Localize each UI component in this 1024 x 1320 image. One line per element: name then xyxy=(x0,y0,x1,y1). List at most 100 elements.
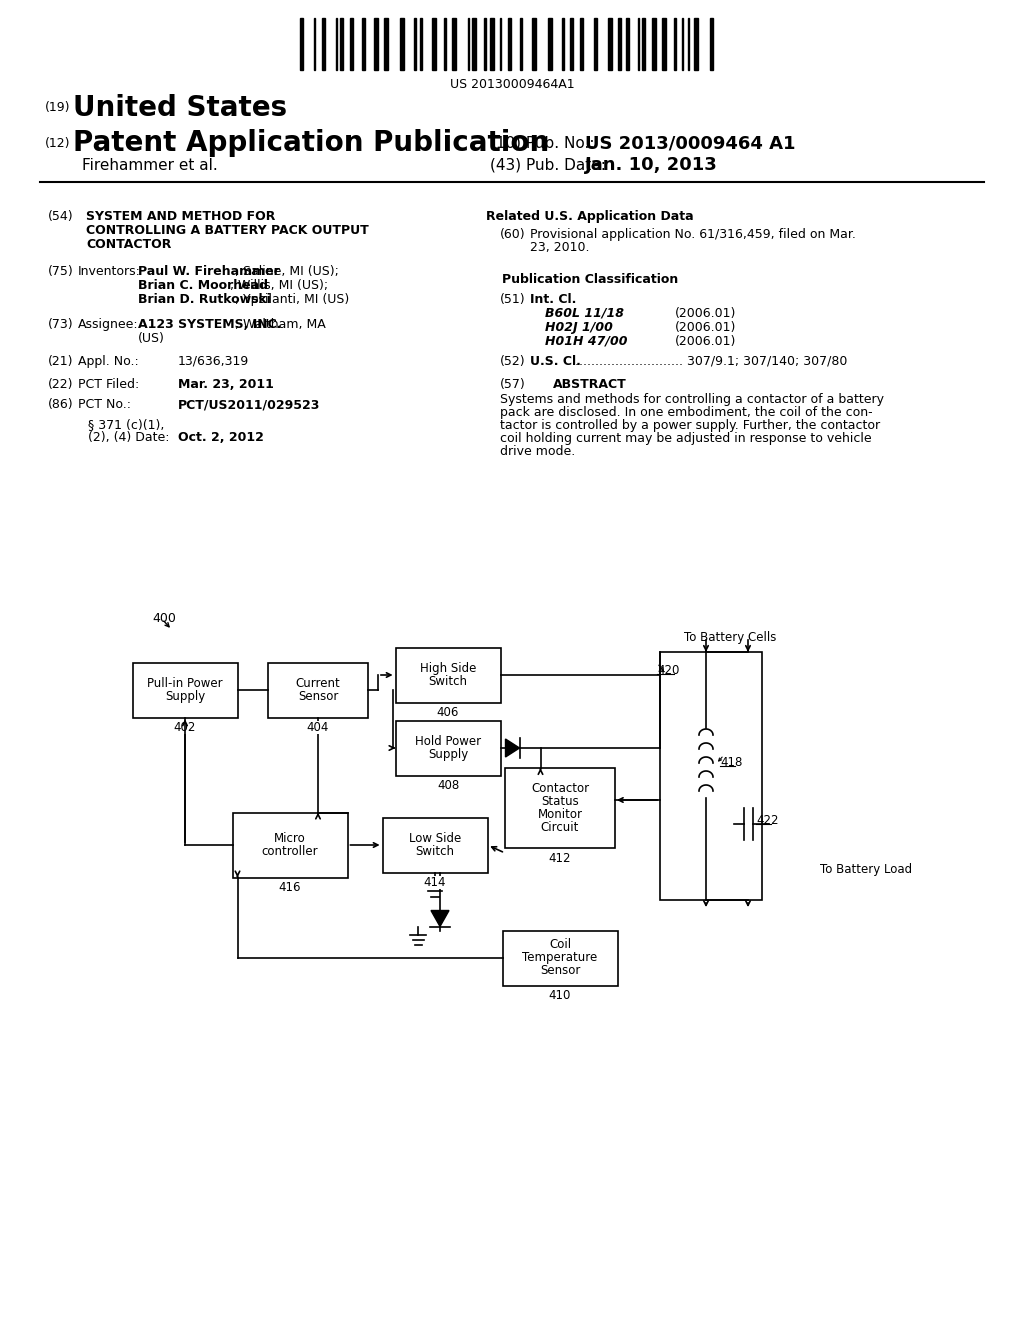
Text: (22): (22) xyxy=(48,378,74,391)
Text: Oct. 2, 2012: Oct. 2, 2012 xyxy=(178,432,264,444)
Text: (US): (US) xyxy=(138,333,165,345)
Bar xyxy=(340,18,343,70)
Text: 408: 408 xyxy=(437,779,459,792)
Text: U.S. Cl.: U.S. Cl. xyxy=(530,355,581,368)
Text: CONTACTOR: CONTACTOR xyxy=(86,238,171,251)
Text: , Waltham, MA: , Waltham, MA xyxy=(236,318,326,331)
Polygon shape xyxy=(506,739,519,756)
Text: (75): (75) xyxy=(48,265,74,279)
Bar xyxy=(642,18,645,70)
Text: 420: 420 xyxy=(657,664,679,676)
Text: 406: 406 xyxy=(437,706,459,719)
Bar xyxy=(383,817,487,873)
Bar xyxy=(694,18,698,70)
Bar xyxy=(652,18,656,70)
Text: Jan. 10, 2013: Jan. 10, 2013 xyxy=(585,156,718,174)
Text: SYSTEM AND METHOD FOR: SYSTEM AND METHOD FOR xyxy=(86,210,275,223)
Text: Brian D. Rutkowski: Brian D. Rutkowski xyxy=(138,293,271,306)
Text: Temperature: Temperature xyxy=(522,952,598,965)
Bar xyxy=(374,18,378,70)
Text: United States: United States xyxy=(73,94,287,121)
Bar xyxy=(452,18,456,70)
Bar xyxy=(562,18,564,70)
Text: 23, 2010.: 23, 2010. xyxy=(530,242,590,253)
Text: Paul W. Firehammer: Paul W. Firehammer xyxy=(138,265,280,279)
Text: To Battery Cells: To Battery Cells xyxy=(684,631,776,644)
Text: 13/636,319: 13/636,319 xyxy=(178,355,249,368)
Text: A123 SYSTEMS, INC.: A123 SYSTEMS, INC. xyxy=(138,318,282,331)
Text: Mar. 23, 2011: Mar. 23, 2011 xyxy=(178,378,273,391)
Text: 416: 416 xyxy=(279,880,301,894)
Bar xyxy=(674,18,676,70)
Bar xyxy=(268,663,368,718)
Bar xyxy=(490,18,494,70)
Text: (10) Pub. No.:: (10) Pub. No.: xyxy=(490,136,595,150)
Text: Micro: Micro xyxy=(274,832,306,845)
Bar xyxy=(472,18,476,70)
Text: Current: Current xyxy=(296,677,340,690)
Bar xyxy=(400,18,404,70)
Text: 412: 412 xyxy=(549,851,571,865)
Text: 410: 410 xyxy=(549,989,571,1002)
Bar xyxy=(710,18,713,70)
Text: (86): (86) xyxy=(48,399,74,411)
Bar xyxy=(395,721,501,776)
Text: High Side: High Side xyxy=(420,663,476,675)
Text: Supply: Supply xyxy=(165,690,205,704)
Text: Coil: Coil xyxy=(549,939,571,952)
Text: Provisional application No. 61/316,459, filed on Mar.: Provisional application No. 61/316,459, … xyxy=(530,228,856,242)
Text: (52): (52) xyxy=(500,355,525,368)
Text: coil holding current may be adjusted in response to vehicle: coil holding current may be adjusted in … xyxy=(500,432,871,445)
Text: 418: 418 xyxy=(720,755,742,768)
Text: ........................... 307/9.1; 307/140; 307/80: ........................... 307/9.1; 307… xyxy=(575,355,848,368)
Text: Int. Cl.: Int. Cl. xyxy=(530,293,577,306)
Text: B60L 11/18: B60L 11/18 xyxy=(545,308,624,319)
Text: Switch: Switch xyxy=(428,675,468,688)
Bar xyxy=(520,18,522,70)
Text: 414: 414 xyxy=(424,876,446,888)
Bar xyxy=(626,18,629,70)
Bar xyxy=(594,18,597,70)
Text: (60): (60) xyxy=(500,228,525,242)
Text: tactor is controlled by a power supply. Further, the contactor: tactor is controlled by a power supply. … xyxy=(500,418,880,432)
Bar xyxy=(484,18,486,70)
Text: (51): (51) xyxy=(500,293,525,306)
Text: , Ypsilanti, MI (US): , Ypsilanti, MI (US) xyxy=(236,293,349,306)
Text: Sensor: Sensor xyxy=(540,965,581,978)
Text: CONTROLLING A BATTERY PACK OUTPUT: CONTROLLING A BATTERY PACK OUTPUT xyxy=(86,224,369,238)
Text: Patent Application Publication: Patent Application Publication xyxy=(73,129,549,157)
Text: ABSTRACT: ABSTRACT xyxy=(553,378,627,391)
Text: Firehammer et al.: Firehammer et al. xyxy=(82,157,218,173)
Text: H02J 1/00: H02J 1/00 xyxy=(545,321,613,334)
Bar xyxy=(362,18,365,70)
Bar xyxy=(420,18,422,70)
Text: (2006.01): (2006.01) xyxy=(675,321,736,334)
Text: Appl. No.:: Appl. No.: xyxy=(78,355,138,368)
Text: drive mode.: drive mode. xyxy=(500,445,575,458)
Text: (19): (19) xyxy=(45,102,71,115)
Text: Supply: Supply xyxy=(428,748,468,762)
Text: 404: 404 xyxy=(307,721,329,734)
Text: Circuit: Circuit xyxy=(541,821,580,834)
Text: , Saline, MI (US);: , Saline, MI (US); xyxy=(236,265,339,279)
Bar xyxy=(570,18,573,70)
Text: Monitor: Monitor xyxy=(538,808,583,821)
Text: PCT No.:: PCT No.: xyxy=(78,399,131,411)
Text: (2006.01): (2006.01) xyxy=(675,335,736,348)
Bar xyxy=(505,768,615,847)
Text: Systems and methods for controlling a contactor of a battery: Systems and methods for controlling a co… xyxy=(500,393,884,407)
Text: Brian C. Moorhead: Brian C. Moorhead xyxy=(138,279,268,292)
Bar xyxy=(300,18,303,70)
Bar xyxy=(580,18,583,70)
Bar xyxy=(322,18,325,70)
Bar xyxy=(414,18,416,70)
Text: (2), (4) Date:: (2), (4) Date: xyxy=(88,432,170,444)
Polygon shape xyxy=(431,911,449,927)
Text: , Willis, MI (US);: , Willis, MI (US); xyxy=(229,279,328,292)
Text: § 371 (c)(1),: § 371 (c)(1), xyxy=(88,418,165,432)
Text: controller: controller xyxy=(262,845,318,858)
Bar xyxy=(662,18,666,70)
Bar xyxy=(608,18,612,70)
Text: PCT Filed:: PCT Filed: xyxy=(78,378,139,391)
Text: Assignee:: Assignee: xyxy=(78,318,138,331)
